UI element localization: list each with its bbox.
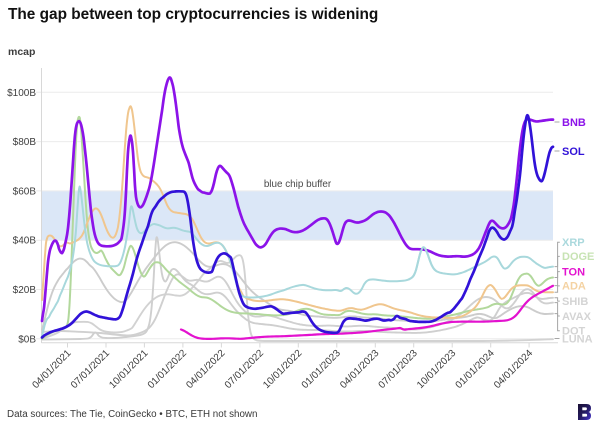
svg-text:ADA: ADA — [562, 281, 586, 293]
svg-text:SOL: SOL — [562, 146, 585, 158]
svg-text:$20B: $20B — [13, 285, 37, 296]
svg-text:XRP: XRP — [562, 237, 585, 249]
svg-text:SHIB: SHIB — [562, 296, 588, 308]
svg-text:LUNA: LUNA — [562, 333, 593, 345]
svg-text:AVAX: AVAX — [562, 311, 592, 323]
svg-text:$0B: $0B — [18, 334, 36, 345]
svg-text:$60B: $60B — [13, 186, 37, 197]
svg-text:blue chip buffer: blue chip buffer — [264, 179, 332, 190]
svg-text:DOGE: DOGE — [562, 251, 594, 263]
svg-text:BNB: BNB — [562, 117, 586, 129]
svg-text:TON: TON — [562, 266, 585, 278]
svg-text:$40B: $40B — [13, 236, 37, 247]
svg-text:DOT: DOT — [562, 326, 586, 338]
svg-text:$80B: $80B — [13, 137, 37, 148]
svg-text:$100B: $100B — [7, 88, 36, 99]
